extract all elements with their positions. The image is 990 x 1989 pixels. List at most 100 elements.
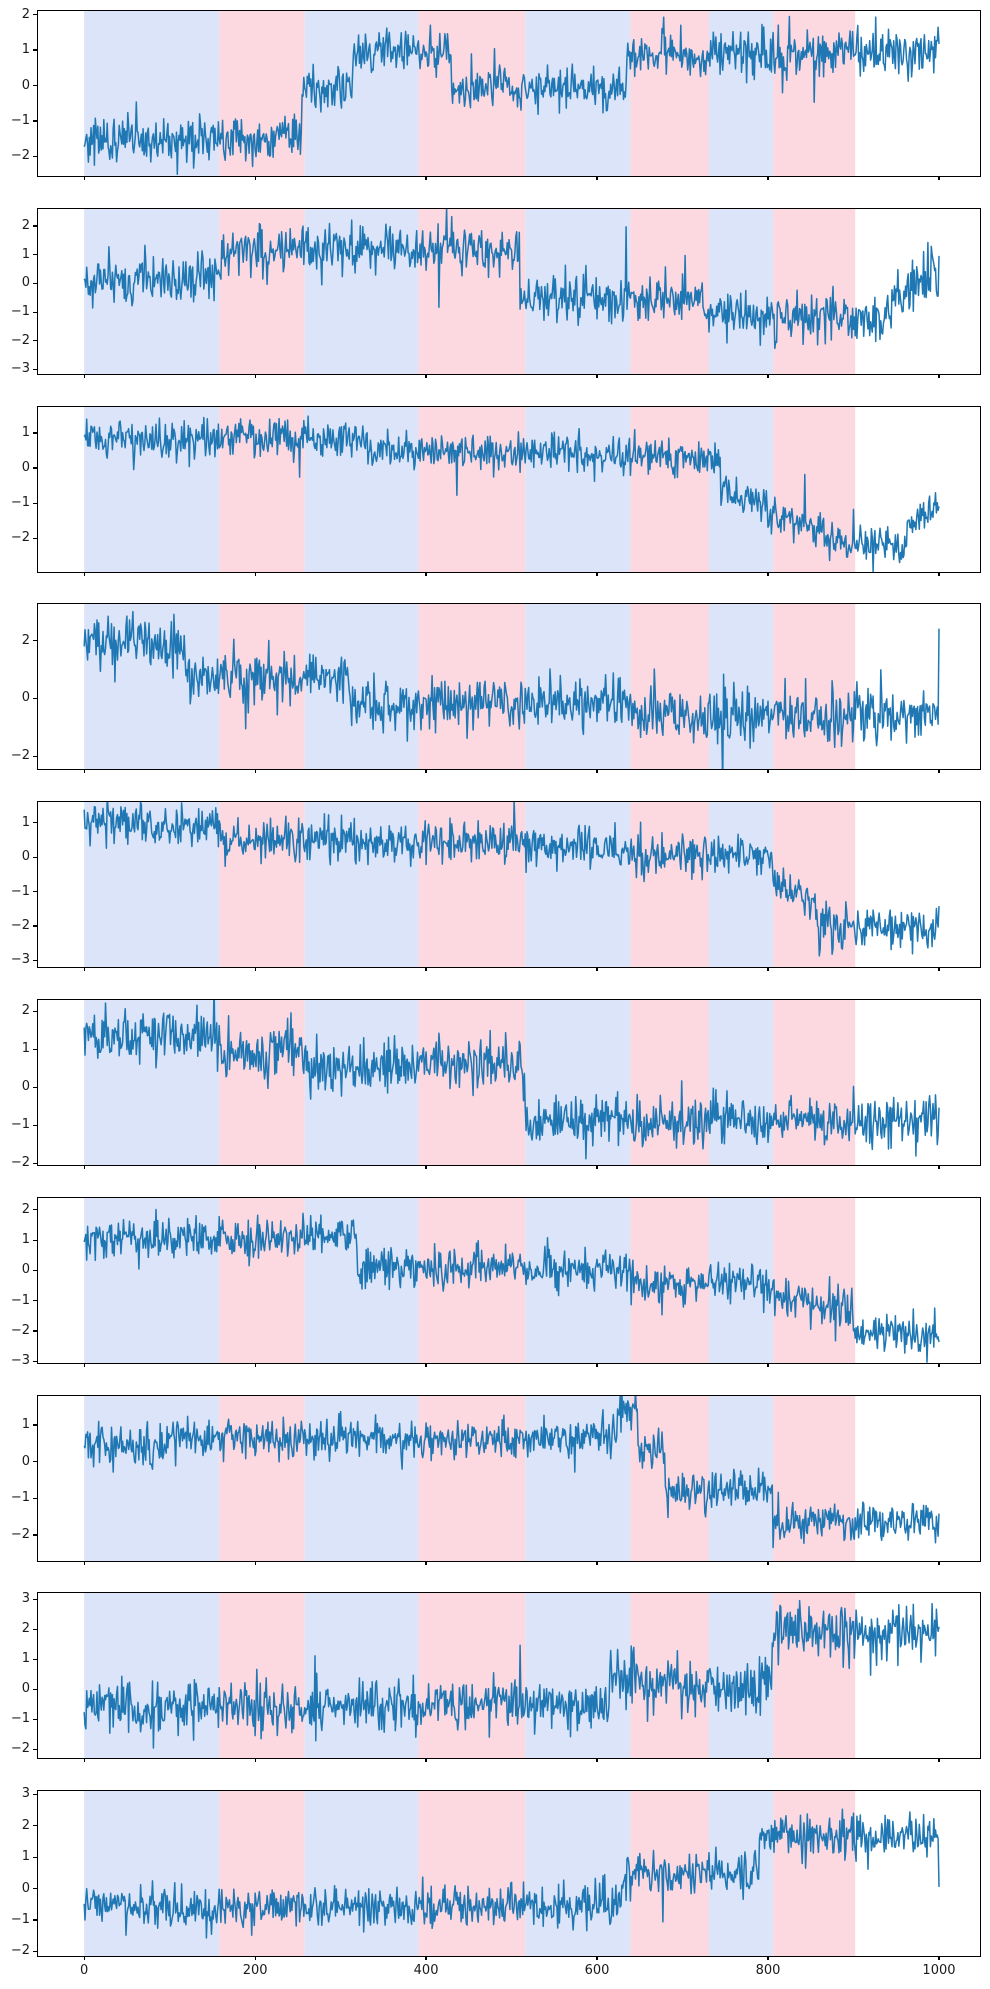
- y-tick-mark: [32, 1718, 37, 1720]
- y-tick-mark: [32, 1010, 37, 1012]
- y-tick-mark: [32, 1162, 37, 1164]
- shaded-band-pink: [773, 1395, 856, 1561]
- x-tick-mark: [425, 1758, 427, 1763]
- plot-area-subplot-1: [83, 11, 940, 176]
- x-tick-mark: [596, 1758, 598, 1763]
- shaded-band-blue: [304, 406, 419, 572]
- y-tick-label: 2: [21, 632, 30, 648]
- y-tick-mark: [32, 1628, 37, 1630]
- shaded-band-blue: [84, 1593, 220, 1759]
- y-tick-mark: [32, 822, 37, 824]
- plot-area-subplot-10: [83, 1791, 940, 1957]
- x-tick-mark: [83, 1165, 85, 1169]
- y-tick-mark: [32, 1919, 37, 1921]
- axes-subplot-4: 2 0 −2: [11, 603, 981, 774]
- y-tick-mark: [32, 856, 37, 858]
- x-tick-mark: [425, 1560, 427, 1565]
- plot-area-subplot-3: [83, 406, 940, 572]
- shaded-band-blue: [525, 1000, 631, 1165]
- y-tick-label: 3: [21, 1786, 30, 1802]
- y-tick-label: 3: [21, 1591, 30, 1607]
- y-tick-label: −1: [10, 113, 30, 128]
- y-tick-label: −3: [10, 1353, 30, 1369]
- y-tick-mark: [32, 1239, 37, 1241]
- shaded-band-blue: [525, 1197, 631, 1363]
- x-tick-mark: [425, 571, 427, 576]
- time-series-line-9: [83, 1600, 940, 1750]
- x-tick-mark: [938, 967, 940, 972]
- x-tick-mark: [83, 769, 85, 774]
- y-tick-label: 0: [21, 460, 30, 476]
- y-tick-label: 1: [21, 1651, 30, 1667]
- shaded-band-blue: [84, 1791, 220, 1957]
- x-tick-mark: [596, 1956, 598, 1961]
- shaded-band-pink: [418, 1395, 526, 1561]
- y-tick-mark: [32, 282, 37, 284]
- y-tick-mark: [32, 467, 37, 469]
- x-tick-mark: [254, 1560, 256, 1565]
- axes-subplot-10: 3 2 1 0 −1 −2 0 200 400 600 800 1000: [11, 1786, 981, 1978]
- y-tick-label: −1: [10, 1292, 30, 1308]
- time-series-line-4: [83, 611, 940, 770]
- x-tick-mark: [83, 1560, 85, 1565]
- y-tick-label: 2: [21, 1003, 30, 1019]
- shaded-band-pink: [773, 406, 856, 572]
- shaded-band-pink: [630, 1395, 710, 1561]
- x-tick-mark: [83, 1956, 85, 1961]
- y-tick-mark: [32, 639, 37, 642]
- y-tick-label: −2: [10, 748, 30, 764]
- y-tick-mark: [32, 1888, 37, 1890]
- shaded-band-pink: [418, 604, 526, 770]
- shaded-band-blue: [304, 1593, 419, 1759]
- y-tick-mark: [32, 1048, 37, 1050]
- x-tick-mark: [596, 769, 598, 774]
- y-tick-label: −1: [10, 1117, 30, 1133]
- y-tick-label: 0: [21, 1079, 30, 1095]
- plot-area-subplot-4: [83, 604, 940, 770]
- x-tick-mark: [83, 373, 85, 378]
- shaded-band-blue: [84, 604, 220, 770]
- time-series-line-8: [83, 1395, 940, 1548]
- shaded-band-blue: [304, 208, 419, 374]
- y-tick-label: 2: [21, 1817, 30, 1833]
- x-tick-mark: [425, 1956, 427, 1961]
- y-tick-mark: [32, 1209, 37, 1211]
- y-tick-mark: [32, 1360, 37, 1362]
- plot-area-subplot-9: [83, 1593, 940, 1759]
- shaded-band-pink: [219, 1791, 305, 1957]
- y-tick-label: −2: [10, 332, 30, 348]
- y-tick-mark: [32, 1300, 37, 1302]
- y-tick-mark: [32, 1793, 37, 1795]
- shaded-band-blue: [525, 1791, 631, 1957]
- x-tick-mark: [254, 967, 256, 972]
- y-tick-label: 1: [21, 1849, 30, 1865]
- axes-subplot-8: 1 0 −1 −2: [11, 1394, 981, 1565]
- x-tick-mark: [254, 1758, 256, 1763]
- x-tick-mark: [767, 176, 769, 180]
- x-tick-label: 0: [80, 1963, 89, 1979]
- shaded-band-pink: [418, 802, 526, 968]
- y-tick-label: −2: [10, 1741, 30, 1757]
- x-tick-mark: [83, 176, 85, 180]
- shaded-band-blue: [304, 604, 419, 770]
- y-tick-label: 0: [21, 275, 30, 291]
- y-tick-label: −1: [10, 1912, 30, 1928]
- y-tick-mark: [32, 311, 37, 313]
- y-tick-mark: [32, 755, 37, 757]
- shaded-band-blue: [709, 1000, 774, 1165]
- y-tick-label: 0: [21, 690, 30, 706]
- x-tick-mark: [254, 571, 256, 576]
- x-tick-mark: [596, 176, 598, 180]
- y-tick-mark: [32, 959, 37, 961]
- shaded-band-pink: [418, 406, 526, 572]
- y-tick-mark: [32, 84, 37, 87]
- x-tick-mark: [596, 1560, 598, 1565]
- y-tick-label: 0: [21, 849, 30, 865]
- x-tick-mark: [938, 1165, 940, 1169]
- y-tick-label: −1: [10, 1490, 30, 1506]
- x-tick-mark: [596, 967, 598, 972]
- shaded-band-blue: [525, 1395, 631, 1561]
- x-tick-mark: [767, 1165, 769, 1169]
- y-tick-mark: [32, 1534, 37, 1536]
- plot-area-subplot-2: [83, 208, 940, 374]
